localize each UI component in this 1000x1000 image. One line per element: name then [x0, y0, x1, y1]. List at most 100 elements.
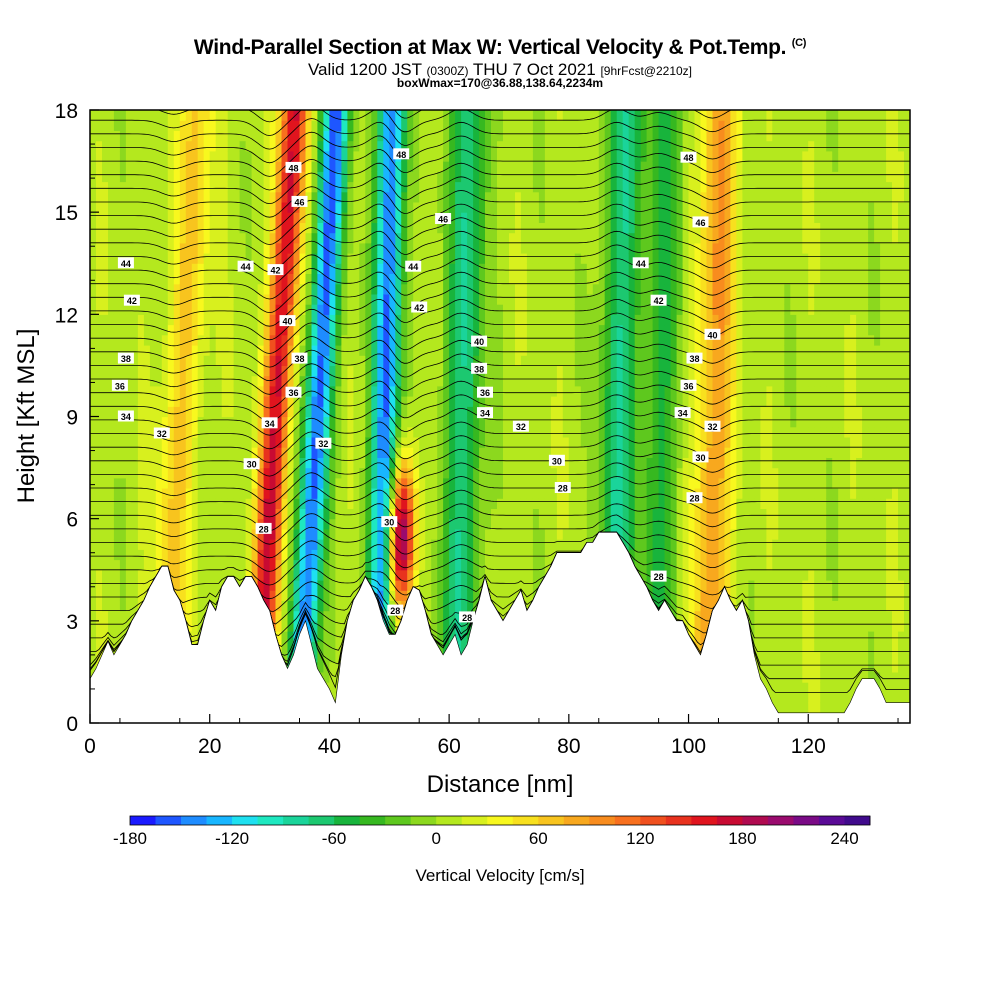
field-cell — [515, 171, 522, 183]
field-cell — [497, 590, 504, 601]
field-cell — [329, 201, 336, 213]
field-cell — [437, 498, 444, 509]
field-cell — [515, 222, 522, 234]
field-cell — [173, 345, 181, 356]
field-cell — [503, 242, 510, 254]
field-cell — [90, 651, 97, 663]
field-cell — [113, 600, 121, 612]
field-cell — [538, 130, 546, 142]
field-cell — [520, 273, 528, 285]
field-cell — [263, 467, 271, 479]
field-cell — [239, 365, 247, 377]
field-cell — [431, 242, 438, 254]
field-cell — [449, 488, 456, 499]
field-cell — [497, 477, 504, 489]
field-cell — [185, 396, 193, 407]
field-cell — [96, 620, 103, 632]
field-cell — [383, 488, 390, 499]
field-cell — [574, 467, 582, 479]
field-cell — [485, 559, 492, 571]
field-cell — [323, 324, 330, 336]
field-cell — [395, 518, 402, 530]
field-cell — [173, 181, 181, 193]
field-cell — [467, 273, 474, 285]
field-cell — [215, 539, 223, 550]
field-cell — [509, 498, 516, 509]
field-cell — [167, 498, 175, 509]
field-cell — [275, 559, 283, 571]
field-cell — [137, 569, 145, 581]
field-cell — [299, 488, 307, 499]
field-cell — [149, 181, 157, 193]
field-cell — [455, 426, 462, 438]
field-cell — [317, 477, 324, 489]
field-cell — [538, 283, 546, 295]
field-cell — [185, 406, 193, 418]
field-cell — [532, 161, 540, 172]
field-cell — [173, 498, 181, 509]
field-cell — [449, 600, 456, 612]
field-cell — [149, 304, 157, 315]
field-cell — [359, 161, 366, 172]
field-cell — [556, 283, 564, 295]
field-cell — [185, 580, 193, 591]
field-cell — [568, 436, 576, 448]
field-cell — [395, 385, 402, 397]
field-cell — [437, 600, 444, 612]
field-cell — [401, 488, 408, 499]
field-cell — [574, 375, 582, 387]
field-cell — [538, 355, 546, 366]
field-cell — [485, 467, 492, 479]
field-cell — [263, 355, 271, 366]
field-cell — [113, 324, 121, 336]
field-cell — [526, 498, 534, 509]
field-cell — [108, 181, 115, 193]
field-cell — [233, 559, 241, 571]
field-cell — [497, 569, 504, 581]
field-cell — [233, 212, 241, 223]
field-cell — [371, 263, 378, 274]
field-cell — [485, 222, 492, 234]
field-cell — [275, 324, 283, 336]
field-cell — [167, 396, 175, 407]
field-cell — [401, 222, 408, 234]
field-cell — [311, 498, 319, 509]
field-cell — [544, 212, 552, 223]
field-cell — [365, 385, 372, 397]
field-cell — [137, 580, 145, 591]
field-cell — [413, 161, 420, 172]
field-cell — [515, 120, 522, 131]
field-cell — [293, 467, 301, 479]
field-cell — [455, 620, 462, 632]
field-cell — [263, 385, 271, 397]
field-cell — [485, 375, 492, 387]
field-cell — [263, 406, 271, 418]
field-cell — [341, 569, 348, 581]
field-cell — [515, 498, 522, 509]
field-cell — [443, 355, 450, 366]
field-cell — [544, 539, 552, 550]
field-cell — [562, 253, 570, 264]
field-cell — [538, 549, 546, 561]
field-cell — [371, 120, 378, 131]
field-cell — [227, 171, 235, 183]
field-cell — [90, 498, 97, 509]
field-cell — [377, 426, 384, 438]
field-cell — [437, 263, 444, 274]
field-cell — [574, 181, 582, 193]
field-cell — [299, 620, 307, 632]
field-cell — [293, 130, 301, 142]
field-cell — [383, 161, 390, 172]
field-cell — [143, 569, 151, 581]
field-cell — [544, 130, 552, 142]
field-cell — [209, 263, 217, 274]
field-cell — [515, 355, 522, 366]
field-cell — [562, 171, 570, 183]
field-cell — [371, 314, 378, 326]
field-cell — [353, 477, 360, 489]
field-cell — [455, 120, 462, 131]
field-cell — [131, 355, 139, 366]
field-cell — [161, 436, 169, 448]
field-cell — [455, 314, 462, 326]
field-cell — [311, 488, 319, 499]
